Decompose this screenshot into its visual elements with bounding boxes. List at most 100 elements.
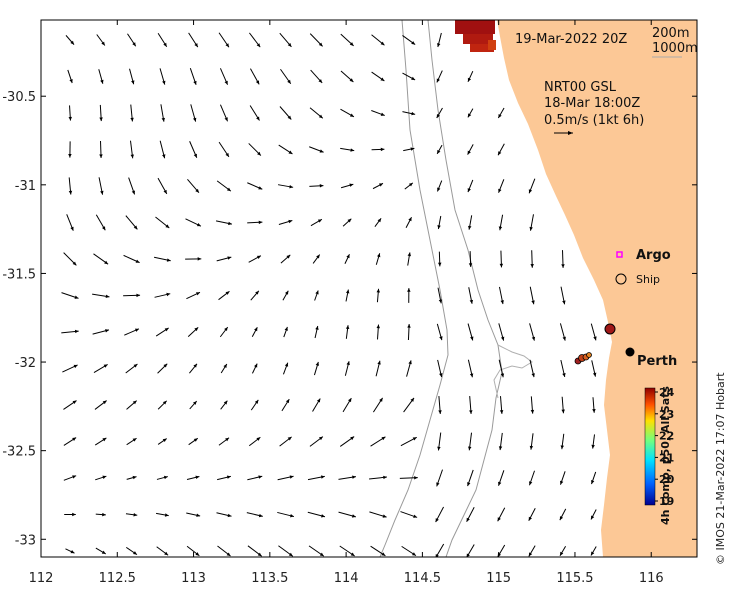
current-arrow [309,146,324,153]
current-arrow [250,399,259,411]
current-arrow [313,361,319,376]
current-arrow [217,545,231,557]
current-arrow [499,250,504,268]
y-tick-label: -31 [15,179,36,194]
current-arrow [185,218,202,227]
contour-legend-1000m: 1000m [652,41,698,56]
colorbar-tick-label: 22 [659,430,674,443]
current-arrow [561,396,565,414]
current-arrow [279,436,292,447]
current-arrow [219,68,229,85]
current-arrow [340,183,354,189]
current-arrow [247,545,262,557]
y-tick-label: -32 [15,356,36,371]
current-arrow [156,475,168,480]
current-arrow [468,251,473,267]
colorbar-tick-label: 21 [659,451,674,464]
current-arrow [65,548,75,554]
current-arrow [125,546,138,556]
current-arrow [468,287,474,304]
current-arrow [437,32,442,48]
current-arrow [251,327,258,337]
current-arrow [466,507,475,522]
current-arrow [590,546,597,556]
current-arrow [436,144,443,155]
current-arrow [314,290,319,301]
observation-cluster [574,352,592,365]
current-arrow [499,396,504,414]
colorbar-tick-label: 19 [659,495,674,508]
current-arrow [436,70,443,83]
current-arrow [249,105,260,121]
current-arrow [188,32,199,48]
current-arrow [407,323,411,341]
current-arrow [216,512,232,518]
current-arrow [68,177,73,195]
current-arrow [339,436,355,447]
current-arrow [591,434,596,449]
current-arrow [185,257,202,261]
current-arrow [99,104,103,122]
current-arrow [528,545,536,557]
current-arrow [98,69,104,84]
date-label: 19-Mar-2022 20Z [515,32,627,47]
current-arrow [157,438,167,445]
current-arrow [186,291,201,300]
current-arrow [400,511,418,518]
current-arrow [529,323,536,341]
current-arrow [309,436,324,447]
model-time-label: 18-Mar 18:00Z [544,96,640,111]
current-arrow [497,143,505,156]
current-arrow [466,544,475,557]
x-tick-label: 116 [639,571,664,586]
current-arrow [528,508,536,521]
current-arrow [125,363,138,374]
current-arrow [186,475,200,481]
current-arrow [591,360,597,377]
current-arrow [248,436,261,447]
current-arrow [345,289,350,302]
current-arrow [372,397,384,413]
current-arrow [498,323,505,341]
model-name-label: NRT00 GSL [544,80,617,95]
current-arrow [371,71,385,82]
current-arrow [402,72,416,81]
current-arrow [529,433,534,450]
current-arrow [529,359,535,378]
current-arrow [371,34,385,46]
current-arrow [405,217,412,228]
current-arrow [189,363,198,374]
current-arrow [467,144,474,155]
current-arrow [308,545,325,557]
current-arrow [339,545,355,557]
current-arrow [95,214,106,231]
current-arrow [98,177,104,195]
current-arrow [435,543,445,557]
current-arrow [559,508,567,521]
x-tick-label: 115.5 [556,571,593,586]
current-arrow [63,400,77,410]
current-arrow [219,104,229,122]
ship-marker [615,273,627,285]
current-arrow [310,69,323,84]
colorbar-tick-label: 20 [659,473,675,486]
current-arrow [340,70,354,83]
current-arrow [467,70,474,83]
current-arrow [95,512,106,517]
current-arrow [63,475,77,481]
current-arrow [246,512,263,518]
colorbar-tick-label: 24 [659,386,675,399]
current-arrow [376,324,380,340]
y-tick-label: -33 [15,533,36,548]
current-arrow [372,182,384,190]
current-arrow [126,437,137,446]
current-arrow [218,32,230,48]
current-arrow [65,35,75,45]
current-arrow [314,325,319,339]
current-arrow [312,254,321,264]
current-arrow [153,256,171,262]
current-arrow [124,328,140,336]
current-arrow [342,218,352,227]
current-arrow [307,475,325,481]
current-arrow [283,326,288,338]
